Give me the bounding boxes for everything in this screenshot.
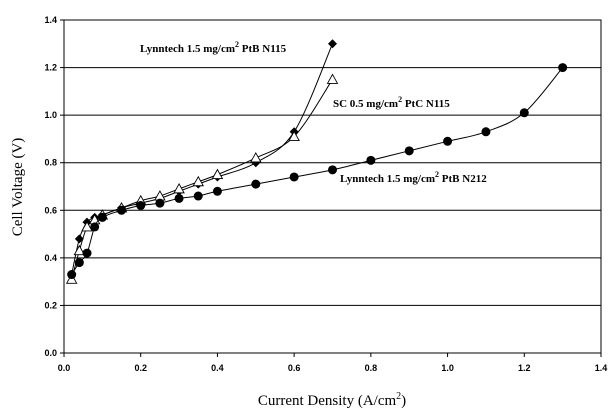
series-label-lynntech-n115: Lynntech 1.5 mg/cm2 PtB N115 bbox=[140, 40, 287, 55]
data-point bbox=[288, 130, 300, 142]
y-tick-label: 0.6 bbox=[44, 205, 57, 215]
data-point bbox=[212, 186, 222, 196]
data-point bbox=[328, 165, 337, 175]
data-point bbox=[74, 234, 84, 244]
data-point bbox=[192, 175, 205, 187]
y-tick-label: 0.8 bbox=[44, 158, 57, 168]
data-point bbox=[67, 270, 77, 280]
data-point bbox=[155, 198, 165, 208]
y-tick-label: 1.0 bbox=[44, 110, 57, 120]
x-tick-label: 1.4 bbox=[595, 363, 608, 373]
data-point bbox=[193, 191, 203, 201]
x-tick-label: 0.4 bbox=[211, 363, 224, 373]
data-point bbox=[90, 222, 100, 232]
data-point bbox=[481, 127, 491, 137]
data-point bbox=[97, 212, 107, 222]
data-point bbox=[136, 201, 146, 211]
x-axis-title: Current Density (A/cm2) bbox=[258, 391, 406, 409]
series-line bbox=[71, 67, 564, 275]
data-point bbox=[328, 39, 337, 49]
x-tick-label: 0.6 bbox=[288, 363, 301, 373]
data-point bbox=[211, 168, 224, 180]
y-tick-label: 0.0 bbox=[44, 348, 57, 358]
y-tick-label: 1.4 bbox=[44, 15, 57, 25]
grid-lines bbox=[64, 67, 601, 306]
data-series bbox=[65, 39, 568, 284]
x-tick-label: 0.8 bbox=[365, 363, 378, 373]
data-point bbox=[443, 136, 453, 146]
x-tick-label: 1.2 bbox=[518, 363, 531, 373]
data-point bbox=[558, 63, 568, 73]
series-label-lynntech-n212: Lynntech 1.5 mg/cm2 PtB N212 bbox=[340, 170, 487, 185]
data-point bbox=[326, 73, 339, 84]
data-point bbox=[73, 244, 86, 256]
x-tick-label: 0.0 bbox=[58, 363, 71, 373]
plot-frame bbox=[63, 19, 602, 354]
data-point bbox=[117, 205, 127, 215]
data-point bbox=[519, 108, 529, 118]
data-point bbox=[366, 155, 376, 165]
series-label-sc-n115: SC 0.5 mg/cm2 PtC N115 bbox=[333, 95, 450, 110]
data-point bbox=[289, 172, 299, 182]
data-point bbox=[174, 193, 184, 203]
y-axis-title: Cell Voltage (V) bbox=[10, 138, 26, 237]
x-tick-label: 0.2 bbox=[134, 363, 147, 373]
series-filled-diamond bbox=[67, 39, 337, 280]
series-line bbox=[71, 43, 333, 275]
x-tick-label: 1.0 bbox=[441, 363, 454, 373]
axis-ticks: 0.0 0.2 0.4 0.6 0.8 1.0 1.2 1.4 0.0 0.2 0.4 0.6 0.8 1… bbox=[44, 15, 607, 373]
data-point bbox=[82, 248, 92, 258]
data-point bbox=[251, 179, 261, 189]
data-point bbox=[81, 221, 93, 232]
data-point bbox=[74, 258, 84, 268]
y-tick-label: 0.4 bbox=[44, 253, 57, 263]
data-point bbox=[250, 152, 262, 163]
y-tick-label: 0.2 bbox=[44, 300, 57, 310]
data-point bbox=[173, 182, 185, 194]
y-tick-label: 1.2 bbox=[44, 63, 57, 73]
data-point bbox=[404, 146, 414, 156]
series-filled-circle bbox=[67, 63, 568, 280]
